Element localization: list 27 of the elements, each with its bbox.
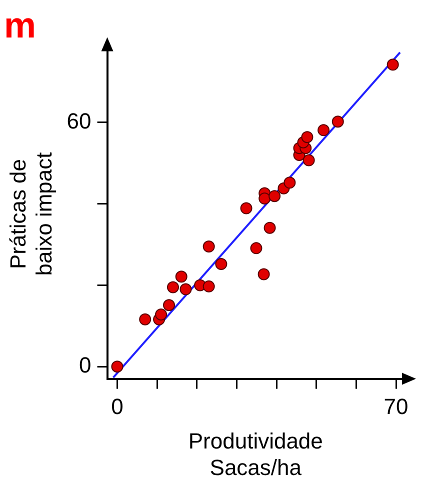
point xyxy=(111,360,124,373)
point xyxy=(180,283,192,296)
point xyxy=(332,116,344,128)
point xyxy=(163,299,176,312)
point xyxy=(240,202,252,214)
point xyxy=(302,154,315,166)
x-axis-title: Produtividade Sacas/ha xyxy=(188,428,323,480)
point xyxy=(250,242,262,254)
point xyxy=(202,240,215,253)
point xyxy=(175,270,188,283)
point xyxy=(268,190,281,202)
x-tick-label: 70 xyxy=(384,394,408,420)
point xyxy=(202,280,215,292)
point xyxy=(139,313,152,326)
point xyxy=(258,192,271,205)
point xyxy=(284,176,296,189)
point xyxy=(386,58,399,71)
point xyxy=(301,131,314,144)
y-axis-title: Práticas de baixo impact xyxy=(5,152,57,276)
point xyxy=(215,258,228,270)
point xyxy=(155,308,168,321)
point xyxy=(166,281,179,294)
point xyxy=(318,124,330,136)
chart-title: m xyxy=(4,4,36,46)
point xyxy=(258,268,270,280)
y-tick-label: 60 xyxy=(66,108,92,134)
point xyxy=(264,222,276,234)
